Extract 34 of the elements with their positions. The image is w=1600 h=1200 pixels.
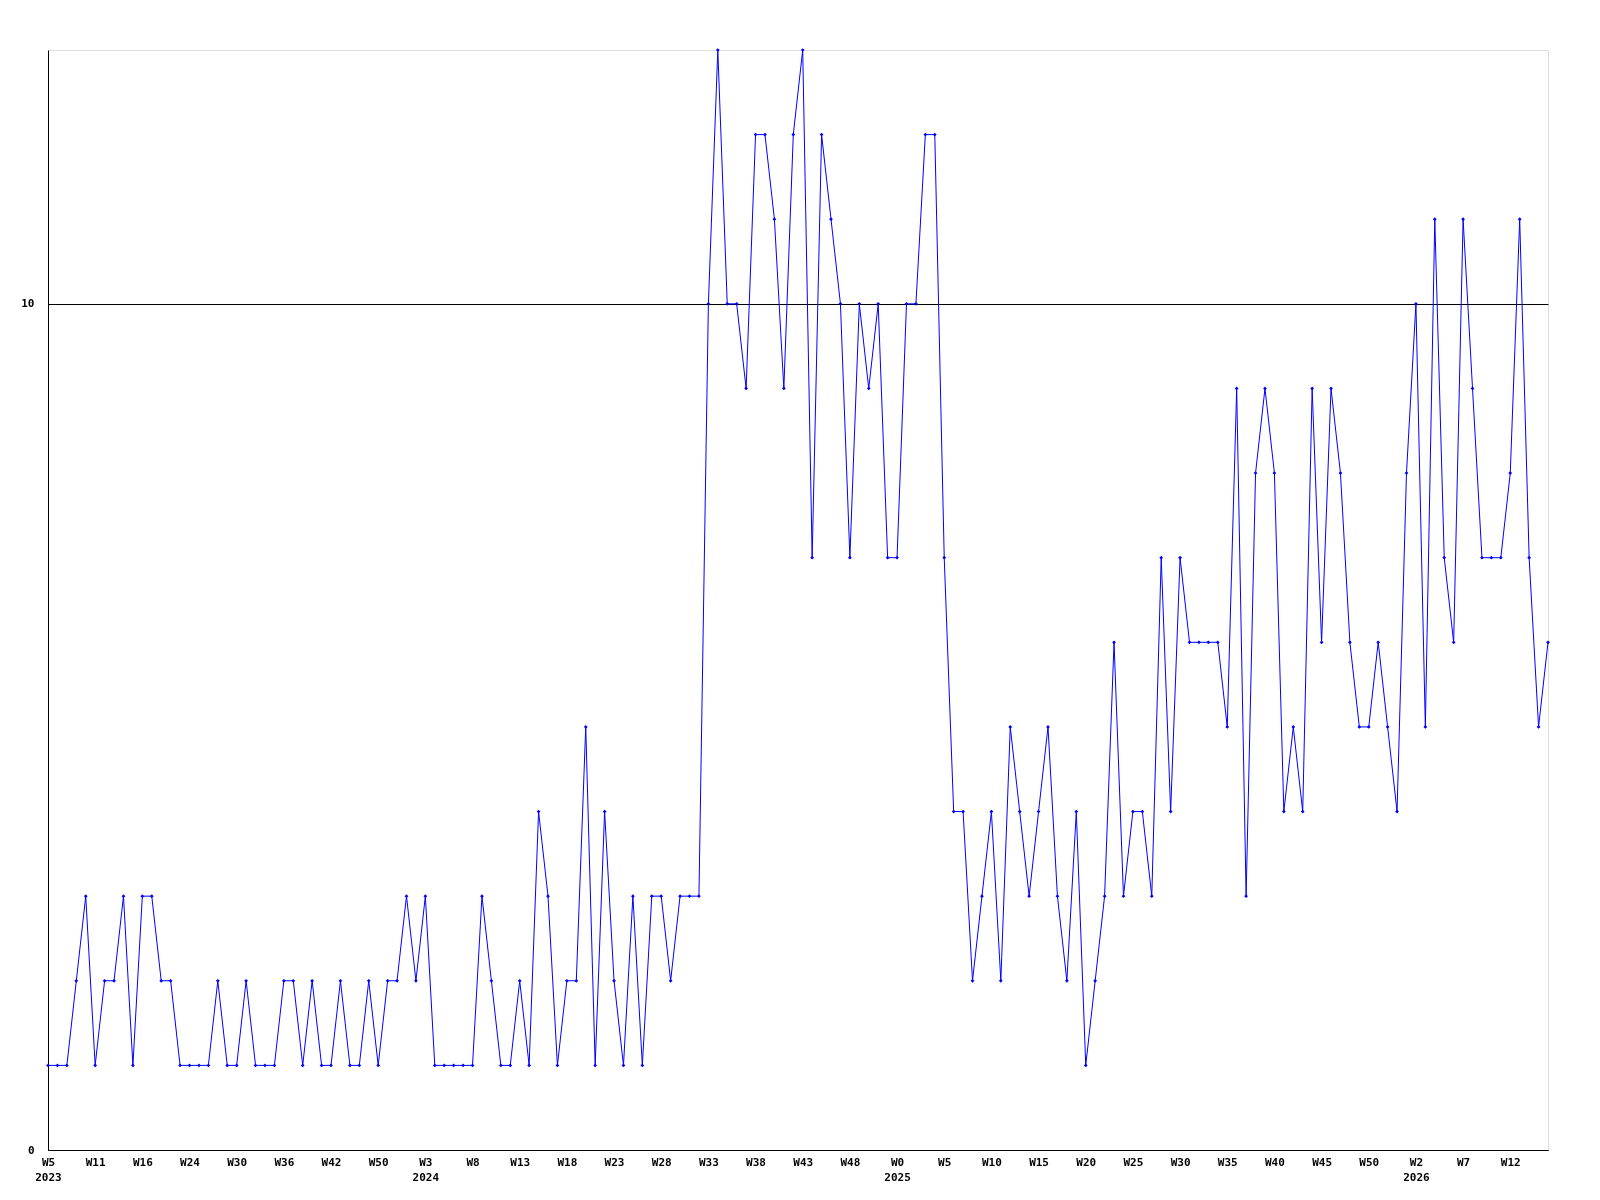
- x-tick-label: W7: [1456, 1155, 1471, 1169]
- x-tick-label: W50: [368, 1155, 389, 1169]
- x-tick-label: W5: [938, 1155, 952, 1169]
- x-tick-label: W2 2026: [1403, 1155, 1431, 1184]
- x-tick-label: W28: [651, 1155, 672, 1169]
- x-tick-label: W30: [1170, 1155, 1191, 1169]
- x-tick-label: W20: [1076, 1155, 1097, 1169]
- x-tick-label: W8: [466, 1155, 480, 1169]
- y-tick-label: 10: [21, 297, 35, 311]
- x-tick-label: W5 2023: [35, 1155, 62, 1184]
- x-tick-label: W36: [274, 1155, 295, 1169]
- x-tick-label: W10: [981, 1155, 1002, 1169]
- x-tick-label: W11: [85, 1155, 106, 1169]
- x-tick-label: W45: [1312, 1155, 1333, 1169]
- x-tick-label: W18: [557, 1155, 578, 1169]
- x-tick-label: W33: [698, 1155, 719, 1169]
- y-tick-label: 0: [27, 1143, 35, 1157]
- x-tick-label: W24: [180, 1155, 201, 1169]
- x-tick-label: W12: [1500, 1155, 1521, 1169]
- x-tick-label: W16: [132, 1155, 154, 1169]
- x-tick-label: W40: [1264, 1155, 1285, 1169]
- x-tick-label: W50: [1359, 1155, 1380, 1169]
- x-tick-label: W0 2025: [884, 1155, 911, 1184]
- x-tick-label: W43: [793, 1155, 814, 1169]
- x-tick-label: W42: [321, 1155, 342, 1169]
- x-tick-label: W23: [604, 1155, 625, 1169]
- x-tick-label: W38: [746, 1155, 766, 1169]
- x-tick-label: W48: [840, 1155, 861, 1169]
- x-tick-label: W30: [227, 1155, 248, 1169]
- x-tick-label: W35: [1217, 1155, 1238, 1169]
- x-tick-label: W3 2024: [412, 1155, 440, 1184]
- x-tick-label: W13: [510, 1155, 531, 1169]
- x-tick-label: W15: [1029, 1155, 1049, 1169]
- x-tick-label: W25: [1123, 1155, 1144, 1169]
